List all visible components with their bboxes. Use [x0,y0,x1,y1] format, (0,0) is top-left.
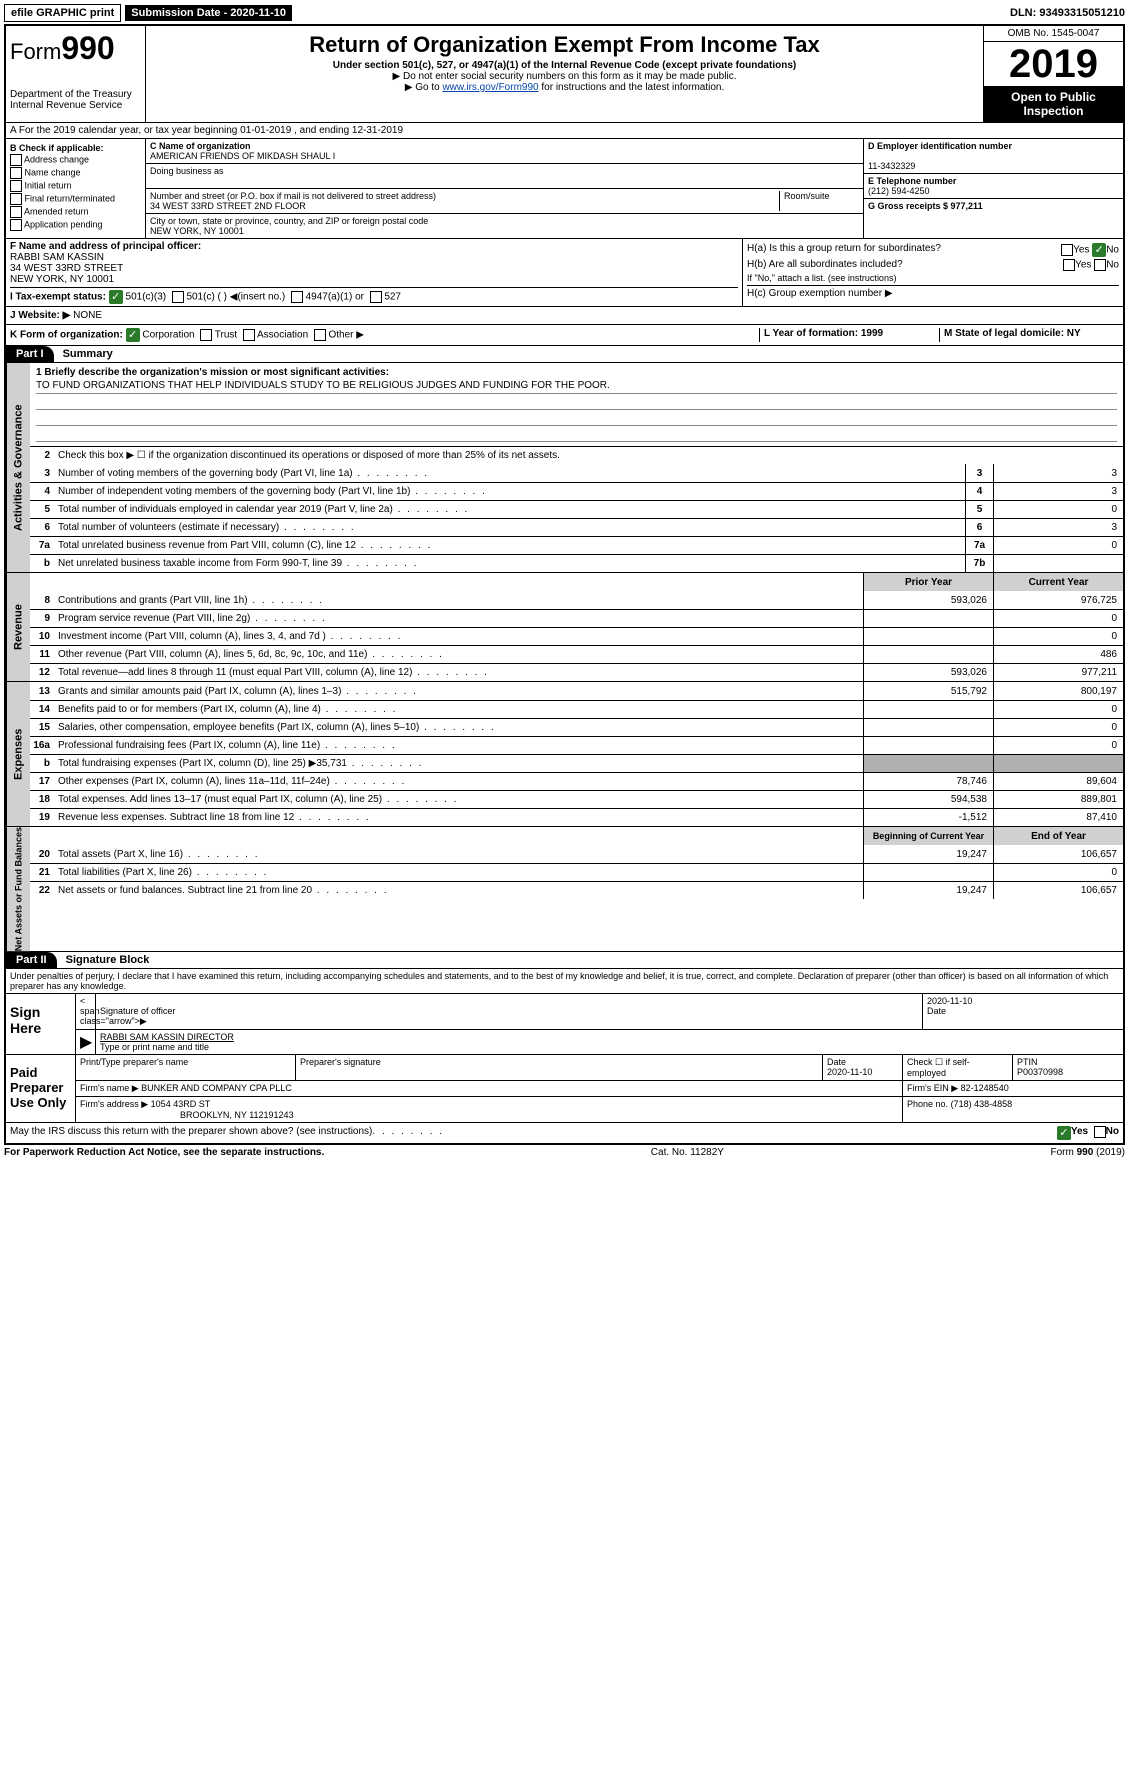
year-box: OMB No. 1545-0047 2019 Open to Public In… [983,26,1123,122]
box-c: C Name of organizationAMERICAN FRIENDS O… [146,139,863,238]
sign-here-label: Sign Here [6,994,76,1054]
table-row: 16aProfessional fundraising fees (Part I… [30,736,1123,754]
table-row: 9Program service revenue (Part VIII, lin… [30,609,1123,627]
table-row: 12Total revenue—add lines 8 through 11 (… [30,663,1123,681]
check-icon: ✓ [1057,1126,1071,1140]
checkbox-option: Name change [10,167,141,179]
check-icon: ✓ [109,290,123,304]
part1-header: Part I [6,346,54,362]
table-row: bNet unrelated business taxable income f… [30,554,1123,572]
part2-header: Part II [6,952,57,968]
table-row: 22Net assets or fund balances. Subtract … [30,881,1123,899]
title-box: Return of Organization Exempt From Incom… [146,26,983,122]
vtab-net-assets: Net Assets or Fund Balances [6,827,30,951]
box-d: D Employer identification number11-34323… [863,139,1123,238]
checkbox-option: Initial return [10,180,141,192]
form-box: Form990 Department of the Treasury Inter… [6,26,146,122]
table-row: 19Revenue less expenses. Subtract line 1… [30,808,1123,826]
table-row: 13Grants and similar amounts paid (Part … [30,682,1123,700]
table-row: 18Total expenses. Add lines 13–17 (must … [30,790,1123,808]
vtab-expenses: Expenses [6,682,30,826]
table-row: 14Benefits paid to or for members (Part … [30,700,1123,718]
form-ref: Form 990 (2019) [1051,1147,1125,1158]
check-icon: ✓ [1092,243,1106,257]
cat-no: Cat. No. 11282Y [651,1147,724,1158]
dln: DLN: 93493315051210 [1010,7,1125,19]
checkbox-option: Application pending [10,219,141,231]
irs-link[interactable]: www.irs.gov/Form990 [442,82,538,93]
table-row: bTotal fundraising expenses (Part IX, co… [30,754,1123,772]
efile-label: efile GRAPHIC print [4,4,121,22]
mission-text: TO FUND ORGANIZATIONS THAT HELP INDIVIDU… [36,378,1117,394]
box-f: F Name and address of principal officer:… [6,239,743,306]
table-row: 8Contributions and grants (Part VIII, li… [30,591,1123,609]
vtab-revenue: Revenue [6,573,30,681]
table-row: 3Number of voting members of the governi… [30,464,1123,482]
table-row: 11Other revenue (Part VIII, column (A), … [30,645,1123,663]
table-row: 4Number of independent voting members of… [30,482,1123,500]
row-a: A For the 2019 calendar year, or tax yea… [6,123,1123,139]
table-row: 5Total number of individuals employed in… [30,500,1123,518]
table-row: 10Investment income (Part VIII, column (… [30,627,1123,645]
table-row: 17Other expenses (Part IX, column (A), l… [30,772,1123,790]
form-title: Return of Organization Exempt From Incom… [150,32,979,58]
paperwork-notice: For Paperwork Reduction Act Notice, see … [4,1147,324,1158]
table-row: 21Total liabilities (Part X, line 26)0 [30,863,1123,881]
table-row: 6Total number of volunteers (estimate if… [30,518,1123,536]
paid-preparer-label: Paid Preparer Use Only [6,1055,76,1122]
perjury-text: Under penalties of perjury, I declare th… [6,968,1123,993]
checkbox-option: Final return/terminated [10,193,141,205]
check-icon: ✓ [126,328,140,342]
vtab-governance: Activities & Governance [6,363,30,572]
checkbox-option: Amended return [10,206,141,218]
box-b: B Check if applicable: Address change Na… [6,139,146,238]
table-row: 7aTotal unrelated business revenue from … [30,536,1123,554]
box-h: H(a) Is this a group return for subordin… [743,239,1123,306]
submission-date: Submission Date - 2020-11-10 [125,5,292,21]
table-row: 20Total assets (Part X, line 16)19,24710… [30,845,1123,863]
table-row: 15Salaries, other compensation, employee… [30,718,1123,736]
checkbox-option: Address change [10,154,141,166]
